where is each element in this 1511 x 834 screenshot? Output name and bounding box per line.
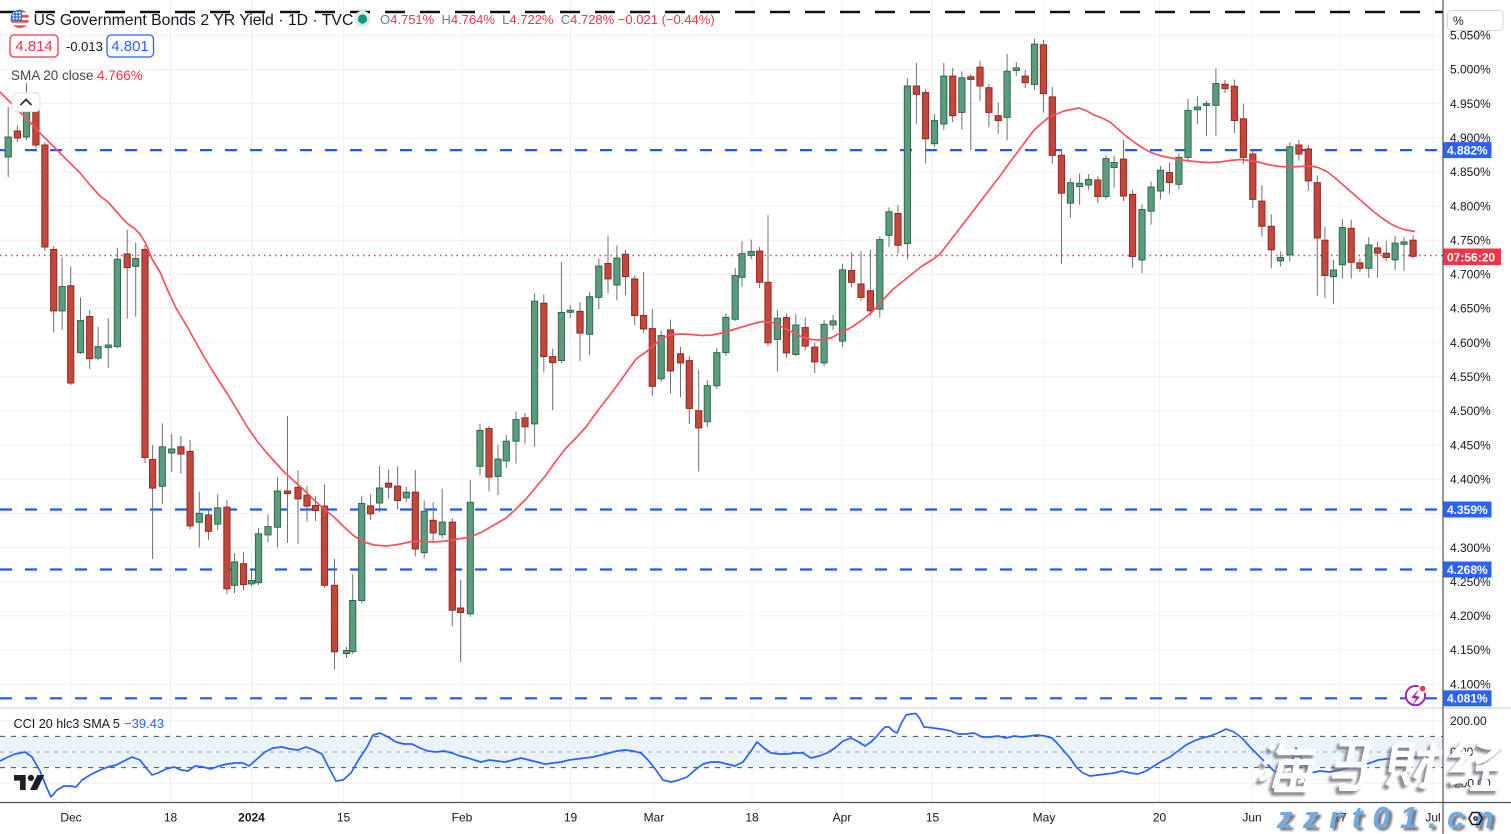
- svg-text:4.550%: 4.550%: [1450, 370, 1491, 384]
- svg-text:4.100%: 4.100%: [1450, 677, 1491, 691]
- svg-text:5.050%: 5.050%: [1450, 29, 1491, 43]
- svg-text:4.850%: 4.850%: [1450, 165, 1491, 179]
- svg-text:4.801: 4.801: [111, 38, 149, 55]
- svg-text:18: 18: [164, 811, 178, 825]
- svg-text:4.300%: 4.300%: [1450, 541, 1491, 555]
- svg-text:15: 15: [926, 811, 940, 825]
- svg-text:%: %: [1453, 14, 1464, 28]
- svg-text:4.500%: 4.500%: [1450, 404, 1491, 418]
- svg-text:4.650%: 4.650%: [1450, 302, 1491, 316]
- svg-text:CCI 20 hlc3 SMA 5: CCI 20 hlc3 SMA 5: [14, 717, 120, 731]
- svg-text:4.081%: 4.081%: [1447, 692, 1488, 706]
- svg-text:4.359%: 4.359%: [1447, 503, 1488, 517]
- svg-text:Jun: Jun: [1242, 811, 1261, 825]
- svg-text:4.950%: 4.950%: [1450, 97, 1491, 111]
- svg-text:May: May: [1033, 811, 1056, 825]
- svg-text:200.00: 200.00: [1450, 714, 1487, 728]
- svg-text:2024: 2024: [238, 811, 265, 825]
- svg-text:4.250%: 4.250%: [1450, 575, 1491, 589]
- svg-text:Jul: Jul: [1425, 811, 1440, 825]
- svg-text:SMA 20 close: SMA 20 close: [11, 68, 94, 83]
- svg-text:O4.751% H4.764% L4.722% C4.: O4.751% H4.764% L4.722% C4.728% −0.021 (…: [380, 12, 715, 27]
- svg-text:4.450%: 4.450%: [1450, 438, 1491, 452]
- svg-text:-0.013: -0.013: [66, 39, 103, 54]
- svg-text:19: 19: [564, 811, 578, 825]
- svg-text:18: 18: [745, 811, 759, 825]
- svg-text:4.268%: 4.268%: [1447, 563, 1488, 577]
- svg-text:4.882%: 4.882%: [1447, 143, 1488, 157]
- svg-text:−39.43: −39.43: [124, 716, 164, 731]
- svg-text:zzrt01.cn: zzrt01.cn: [1276, 800, 1504, 834]
- svg-text:4.814: 4.814: [15, 38, 53, 55]
- svg-text:20: 20: [1153, 811, 1167, 825]
- svg-text:Mar: Mar: [644, 811, 665, 825]
- svg-text:4.700%: 4.700%: [1450, 268, 1491, 282]
- svg-text:4.600%: 4.600%: [1450, 336, 1491, 350]
- svg-text:4.750%: 4.750%: [1450, 233, 1491, 247]
- svg-text:4.400%: 4.400%: [1450, 473, 1491, 487]
- svg-text:4.800%: 4.800%: [1450, 199, 1491, 213]
- svg-text:4.900%: 4.900%: [1450, 131, 1491, 145]
- svg-text:Apr: Apr: [833, 811, 852, 825]
- svg-text:4.766%: 4.766%: [97, 68, 143, 83]
- svg-text:17: 17: [1333, 811, 1347, 825]
- svg-text:US Government Bonds 2 YR Yield: US Government Bonds 2 YR Yield · 1D · TV…: [34, 12, 354, 29]
- svg-text:Dec: Dec: [60, 811, 81, 825]
- svg-text:15: 15: [337, 811, 351, 825]
- svg-text:07:56:20: 07:56:20: [1447, 250, 1495, 264]
- svg-text:4.200%: 4.200%: [1450, 609, 1491, 623]
- svg-text:5.000%: 5.000%: [1450, 63, 1491, 77]
- svg-text:Feb: Feb: [452, 811, 473, 825]
- svg-text:4.150%: 4.150%: [1450, 643, 1491, 657]
